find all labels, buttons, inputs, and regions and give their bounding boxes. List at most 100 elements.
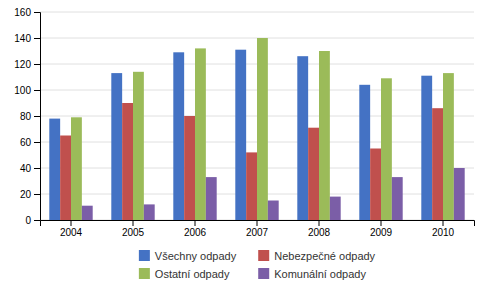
legend-swatch [258, 250, 269, 261]
bars [49, 38, 464, 220]
bar [454, 168, 465, 220]
y-axis-line [34, 13, 41, 221]
y-tick: 60 [20, 137, 40, 148]
y-tick-label: 20 [20, 189, 32, 200]
bar [330, 197, 341, 220]
x-axis: 2004 2005 2006 2007 2008 2009 2010 [41, 220, 475, 238]
y-tick: 100 [14, 85, 40, 96]
chart: 0204060801001201401602004200520062007200… [0, 0, 486, 294]
y-tick-mark [34, 168, 40, 169]
y-tick: 0 [25, 215, 40, 226]
legend-item: Ostatní odpady [139, 268, 230, 280]
bar [111, 73, 122, 220]
x-tick-label: 2008 [308, 227, 331, 238]
bar [319, 51, 330, 220]
bar [49, 119, 60, 220]
y-tick-mark [34, 116, 40, 117]
y-tick-mark [34, 220, 40, 221]
y-tick-mark [34, 90, 40, 91]
x-tick: 2008 [308, 220, 331, 238]
bar-series [71, 38, 454, 220]
bar [359, 85, 370, 220]
x-tick: 2007 [246, 220, 269, 238]
bar [308, 128, 319, 220]
y-tick: 160 [14, 7, 40, 18]
bar [60, 136, 71, 221]
bar [235, 50, 246, 220]
bar-series [49, 50, 432, 220]
y-tick-label: 160 [14, 7, 31, 18]
bar [195, 48, 206, 220]
x-tick: 2006 [184, 220, 207, 238]
x-tick-mark [133, 220, 134, 226]
bar [257, 38, 268, 220]
plot: 0204060801001201401602004200520062007200… [14, 7, 474, 238]
legend-label: Všechny odpady [155, 250, 237, 262]
legend-label: Ostatní odpady [155, 268, 230, 280]
x-tick: 2009 [370, 220, 393, 238]
bar [421, 76, 432, 220]
legend-swatch [139, 250, 150, 261]
bar [144, 204, 155, 220]
bar [246, 152, 257, 220]
x-tick-label: 2004 [60, 227, 83, 238]
y-tick: 20 [20, 189, 40, 200]
legend-item: Nebezpečné odpady [258, 250, 375, 262]
y-tick-label: 100 [14, 85, 31, 96]
y-tick-label: 0 [25, 215, 31, 226]
x-tick: 2005 [122, 220, 145, 238]
y-tick: 40 [20, 163, 40, 174]
bar [206, 177, 217, 220]
x-tick-label: 2009 [370, 227, 393, 238]
x-tick-label: 2010 [432, 227, 455, 238]
bar [82, 206, 93, 220]
x-tick: 2004 [60, 220, 83, 238]
x-axis-line [41, 221, 475, 227]
y-tick-mark [34, 12, 40, 13]
legend-swatch [139, 268, 150, 279]
x-tick-mark [443, 220, 444, 226]
bar-series [82, 168, 465, 220]
legend: Všechny odpady Nebezpečné odpady Ostatní o… [139, 250, 376, 280]
y-tick-mark [34, 194, 40, 195]
x-tick-label: 2005 [122, 227, 145, 238]
bar [268, 201, 279, 221]
y-tick-label: 140 [14, 33, 31, 44]
bar [370, 149, 381, 221]
legend-label: Komunální odpady [274, 268, 366, 280]
bar [173, 52, 184, 220]
bar [184, 116, 195, 220]
grid-line [40, 12, 474, 13]
y-tick-label: 60 [20, 137, 32, 148]
x-tick-mark [319, 220, 320, 226]
bar [133, 72, 144, 220]
y-tick: 120 [14, 59, 40, 70]
bar [432, 108, 443, 220]
x-tick-mark [195, 220, 196, 226]
bar [122, 103, 133, 220]
y-tick-mark [34, 64, 40, 65]
y-tick-label: 80 [20, 111, 32, 122]
legend-item: Všechny odpady [139, 250, 237, 262]
y-tick-mark [34, 38, 40, 39]
y-tick-mark [34, 142, 40, 143]
x-tick-label: 2006 [184, 227, 207, 238]
legend-label: Nebezpečné odpady [274, 250, 375, 262]
x-tick-mark [71, 220, 72, 226]
y-tick: 80 [20, 111, 40, 122]
bar [443, 73, 454, 220]
y-axis: 0 20 40 60 80 100 120 140 160 [14, 7, 40, 226]
x-tick-mark [381, 220, 382, 226]
x-tick-label: 2007 [246, 227, 269, 238]
grid [40, 12, 474, 220]
y-tick-label: 120 [14, 59, 31, 70]
bar [392, 177, 403, 220]
bar [71, 117, 82, 220]
legend-swatch [258, 268, 269, 279]
y-tick: 140 [14, 33, 40, 44]
x-tick: 2010 [432, 220, 455, 238]
bar [381, 78, 392, 220]
legend-item: Komunální odpady [258, 268, 366, 280]
y-tick-label: 40 [20, 163, 32, 174]
x-tick-mark [257, 220, 258, 226]
